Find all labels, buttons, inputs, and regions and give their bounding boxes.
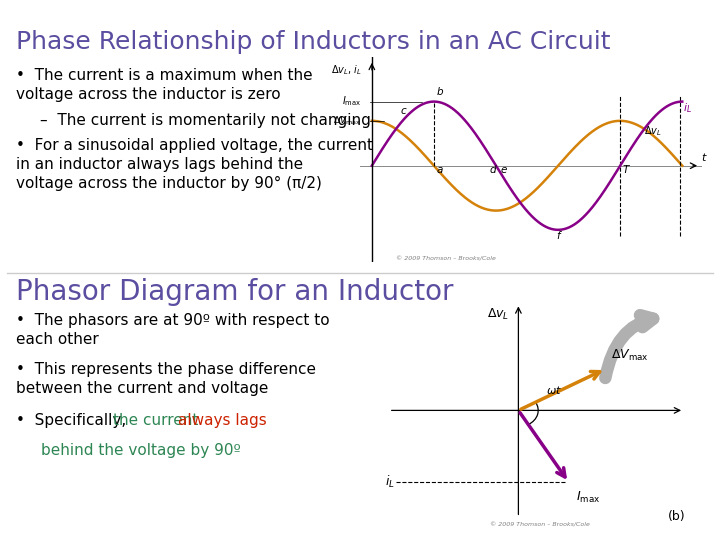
Text: the current: the current	[113, 413, 203, 428]
Text: $\omega t$: $\omega t$	[546, 384, 562, 396]
Text: $I_{\rm max}$: $I_{\rm max}$	[576, 490, 600, 505]
Text: c: c	[401, 106, 407, 117]
Text: $\Delta v_L$: $\Delta v_L$	[487, 306, 510, 321]
Text: $i_L$: $i_L$	[385, 474, 395, 490]
Text: e: e	[500, 165, 507, 176]
Text: (b): (b)	[668, 510, 685, 523]
Text: d: d	[490, 165, 496, 176]
Text: $\Delta v_L$, $i_L$: $\Delta v_L$, $i_L$	[331, 63, 362, 77]
Text: © 2009 Thomson – Brooks/Cole: © 2009 Thomson – Brooks/Cole	[397, 256, 496, 261]
Text: •  The current is a maximum when the
voltage across the inductor is zero: • The current is a maximum when the volt…	[16, 68, 312, 102]
Text: behind the voltage by 90º: behind the voltage by 90º	[41, 443, 240, 458]
Text: $I_{\rm max}$: $I_{\rm max}$	[342, 94, 361, 109]
Text: always lags: always lags	[178, 413, 266, 428]
Text: •  The phasors are at 90º with respect to
each other: • The phasors are at 90º with respect to…	[16, 313, 330, 347]
Text: $\Delta v_L$: $\Delta v_L$	[644, 124, 662, 138]
Text: $\Delta V_{\rm max}$: $\Delta V_{\rm max}$	[611, 348, 649, 363]
Text: a: a	[437, 165, 444, 176]
Text: T: T	[622, 165, 629, 176]
Text: •  Specifically,: • Specifically,	[16, 413, 131, 428]
Text: •  For a sinusoidal applied voltage, the current
in an inductor always lags behi: • For a sinusoidal applied voltage, the …	[16, 138, 373, 191]
Text: $i_L$: $i_L$	[683, 101, 693, 115]
Text: b: b	[437, 87, 444, 97]
Text: Phasor Diagram for an Inductor: Phasor Diagram for an Inductor	[16, 278, 454, 306]
Text: © 2009 Thomson – Brooks/Cole: © 2009 Thomson – Brooks/Cole	[490, 522, 590, 527]
Text: $\Delta V_{\rm max}$: $\Delta V_{\rm max}$	[333, 114, 361, 127]
Text: f: f	[557, 232, 560, 241]
Text: Phase Relationship of Inductors in an AC Circuit: Phase Relationship of Inductors in an AC…	[16, 30, 611, 53]
Text: •  This represents the phase difference
between the current and voltage: • This represents the phase difference b…	[16, 362, 316, 396]
Text: –  The current is momentarily not changing: – The current is momentarily not changin…	[40, 113, 371, 129]
Text: $t$: $t$	[701, 151, 708, 163]
